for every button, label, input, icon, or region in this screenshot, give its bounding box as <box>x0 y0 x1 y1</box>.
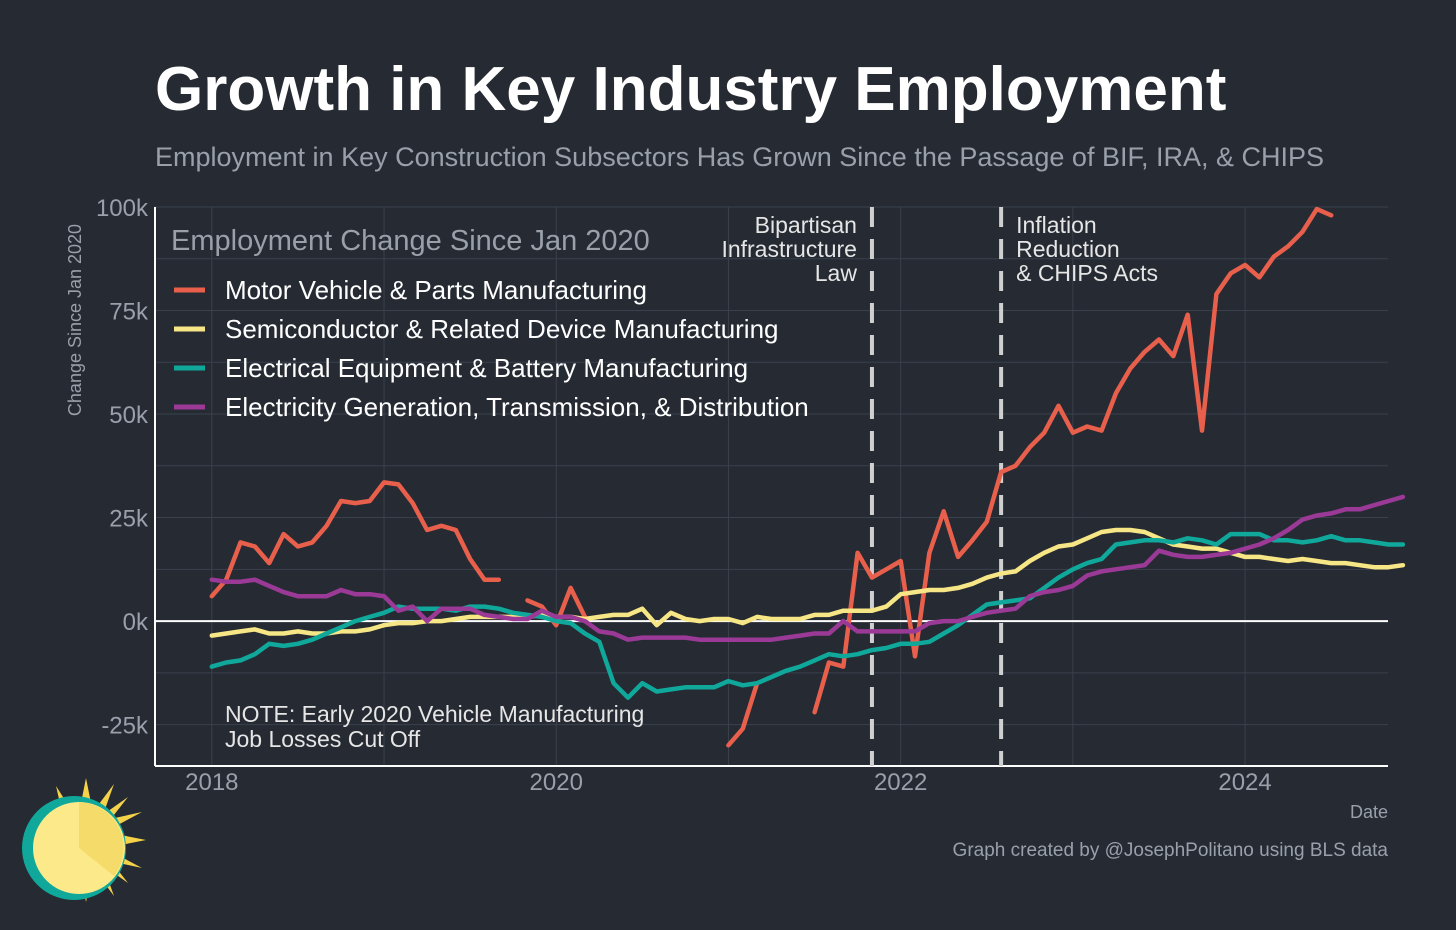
event-label: Bipartisan <box>755 212 857 238</box>
series-lines <box>209 206 1406 748</box>
x-tick-label: 2024 <box>1218 769 1271 796</box>
y-tick-label: 50k <box>109 402 149 429</box>
x-tick-label: 2020 <box>530 769 583 796</box>
series-line <box>209 527 1406 638</box>
series-line <box>209 480 502 599</box>
event-label: Infrastructure <box>721 236 857 262</box>
series-line <box>525 585 588 628</box>
series-4 <box>209 494 1406 642</box>
x-tick-label: 2018 <box>185 769 238 796</box>
series-2 <box>209 527 1406 638</box>
y-axis-title: Change Since Jan 2020 <box>65 224 85 416</box>
event-label: & CHIPS Acts <box>1016 260 1158 286</box>
y-tick-label: 0k <box>123 609 149 636</box>
legend-label: Electrical Equipment & Battery Manufactu… <box>225 353 748 383</box>
event-label: Law <box>815 260 858 286</box>
note-annotation: NOTE: Early 2020 Vehicle ManufacturingJo… <box>225 701 644 752</box>
legend-label: Motor Vehicle & Parts Manufacturing <box>225 275 647 305</box>
x-axis-title: Date <box>1350 802 1388 822</box>
event-label: Reduction <box>1016 236 1120 262</box>
sun-logo-icon <box>22 778 146 902</box>
note-text: NOTE: Early 2020 Vehicle Manufacturing <box>225 701 644 727</box>
x-tick-label: 2022 <box>874 769 927 796</box>
event-label: Inflation <box>1016 212 1097 238</box>
series-line <box>209 494 1406 642</box>
legend-label: Semiconductor & Related Device Manufactu… <box>225 314 779 344</box>
legend-title: Employment Change Since Jan 2020 <box>171 225 650 257</box>
note-text: Job Losses Cut Off <box>225 726 421 752</box>
series-line <box>726 680 760 748</box>
y-tick-label: 25k <box>109 506 149 533</box>
grid <box>155 206 1388 766</box>
source-credit: Graph created by @JosephPolitano using B… <box>952 840 1388 861</box>
chart-title: Growth in Key Industry Employment <box>155 55 1227 124</box>
series-1 <box>209 206 1334 748</box>
y-tick-label: -25k <box>101 713 149 740</box>
legend-label: Electricity Generation, Transmission, & … <box>225 392 809 422</box>
y-tick-label: 100k <box>96 195 149 222</box>
series-line <box>812 206 1334 715</box>
y-tick-label: 75k <box>109 299 149 326</box>
chart-subtitle: Employment in Key Construction Subsector… <box>155 142 1325 172</box>
legend: Employment Change Since Jan 2020 Motor V… <box>171 225 809 422</box>
